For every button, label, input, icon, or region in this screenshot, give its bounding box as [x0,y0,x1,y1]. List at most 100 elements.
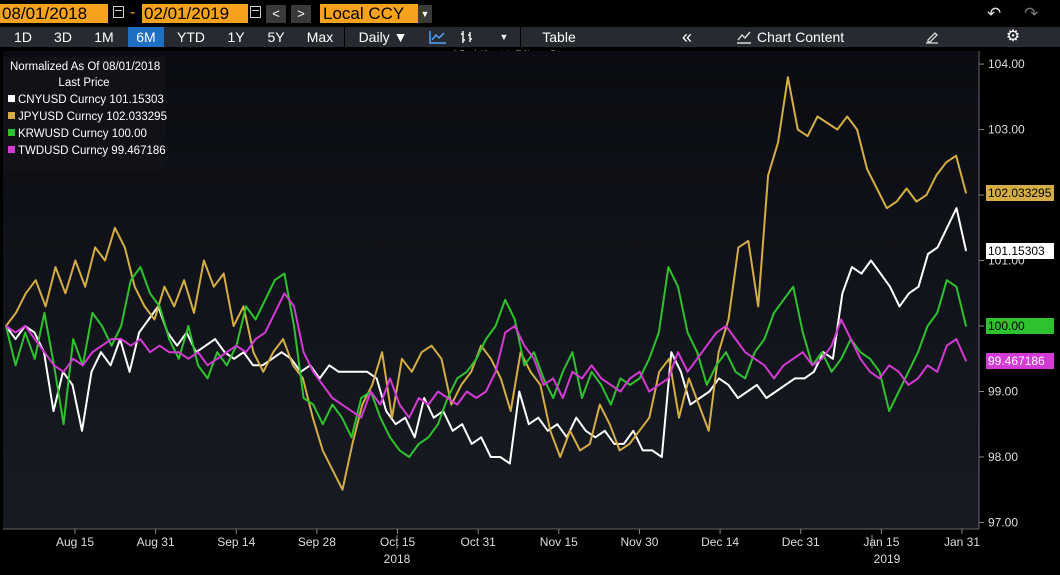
data-point [104,259,106,262]
data-point [226,351,228,354]
data-point [777,141,779,144]
legend-entry-krwusd[interactable]: KRWUSD Curncy 100.00 [8,128,147,140]
legend-entry-value: 100.00 [111,128,147,140]
legend-entry-cnyusd[interactable]: CNYUSD Curncy 101.15303 [8,94,164,106]
data-point [293,325,295,327]
y-tick-label: 98.00 [988,450,1018,464]
y-tick-label: 97.00 [988,515,1018,529]
data-point [451,429,454,432]
edit-icon[interactable] [920,27,944,47]
data-point [274,279,276,281]
data-point [408,456,411,458]
data-point [715,364,718,367]
data-point [475,397,478,399]
collapse-icon[interactable]: « [681,27,692,47]
data-point [475,357,478,360]
data-point [203,259,205,262]
redo-icon[interactable]: ↷ [1024,4,1039,23]
data-point [632,429,635,432]
start-date-field[interactable]: 08/01/2018 [0,4,108,23]
data-point [110,344,113,347]
data-point [523,364,526,367]
data-point [187,325,190,327]
data-point [466,371,468,373]
data-point [114,226,116,229]
x-tick-label: Sep 28 [298,535,336,549]
legend-entry-jpyusd[interactable]: JPYUSD Curncy 102.033295 [8,111,167,123]
toolbar-divider [520,27,521,47]
data-point [869,357,871,360]
legend-entry-twdusd[interactable]: TWDUSD Curncy 99.467186 [8,145,166,157]
data-point [744,351,746,354]
y-tick-label: 99.00 [988,384,1018,398]
series-line-jpyusd[interactable] [5,76,967,491]
y-tick-label: 104.00 [988,57,1025,71]
chevron-down-icon[interactable]: ▼ [418,5,432,23]
data-point [581,397,583,399]
x-year-label: 2019 [874,552,901,566]
data-point [460,384,463,386]
data-point [590,364,593,367]
period-6m-button[interactable]: 6M [128,27,164,47]
period-3d-button[interactable]: 3D [54,29,72,45]
data-point [110,338,113,340]
data-point [608,423,611,426]
period-1y-button[interactable]: 1Y [227,29,245,45]
data-point [754,357,756,360]
data-point [350,410,353,412]
data-point [410,371,413,373]
previous-period-button[interactable]: < [266,5,286,23]
data-point [197,364,199,367]
table-button[interactable]: Table [542,29,576,45]
data-point [302,397,305,399]
period-5y-button[interactable]: 5Y [267,29,285,45]
dropdown-arrow-icon[interactable]: ▼ [499,32,509,42]
data-point [905,187,908,190]
data-point [600,384,602,386]
data-point [109,364,112,367]
data-point [571,351,574,354]
period-ytd-button[interactable]: YTD [177,29,205,45]
line-chart-icon[interactable] [424,27,452,47]
data-point [360,416,363,419]
data-point [840,357,842,360]
undo-icon[interactable]: ↶ [987,4,1002,23]
data-point [44,305,47,308]
data-point [206,377,209,380]
chart-content-icon[interactable] [734,27,754,47]
data-point [562,371,564,373]
frequency-select[interactable]: Daily ▼ [358,29,408,45]
period-max-button[interactable]: Max [306,29,334,45]
data-point [936,246,939,249]
data-point [915,200,918,203]
data-point [581,377,583,380]
data-point [91,351,94,354]
data-point [898,390,900,393]
period-1m-button[interactable]: 1M [94,29,114,45]
calendar-icon[interactable] [250,6,261,18]
data-point [147,318,150,321]
currency-select[interactable]: Local CCY [320,4,418,23]
gear-icon[interactable]: ⚙ [1005,28,1021,45]
data-point [499,456,502,458]
calendar-icon[interactable] [113,6,124,18]
data-point [618,449,621,452]
end-date-field[interactable]: 02/01/2019 [142,4,248,23]
chart-content-button[interactable]: Chart Content [757,29,845,45]
next-period-button[interactable]: > [291,5,311,23]
last-value-tag-cnyusd: 101.15303 [986,242,1054,259]
legend-swatch [8,129,15,136]
period-1d-button[interactable]: 1D [14,29,32,45]
data-point [404,416,407,419]
data-point [600,377,602,380]
data-point [197,351,199,354]
legend-entry-value: 102.033295 [106,111,167,123]
data-point [696,351,698,354]
data-point [322,384,324,386]
data-point [869,371,871,373]
data-point [518,390,521,393]
data-point [461,423,464,426]
data-point [658,371,660,373]
data-point [128,371,131,373]
bar-chart-icon[interactable] [454,27,480,47]
